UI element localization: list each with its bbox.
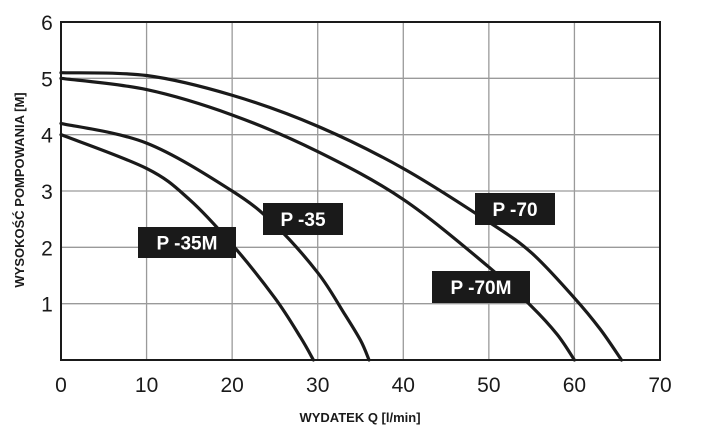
y-tick-label: 4 [41, 125, 53, 148]
curve-label-p70m: P -70M [432, 271, 530, 303]
x-tick-label: 10 [135, 374, 158, 397]
label-box [475, 193, 555, 225]
x-axis-ticks: 0 10 20 30 40 50 60 70 [55, 374, 672, 397]
y-tick-label: 2 [41, 237, 53, 260]
label-text: P -70 [492, 200, 537, 221]
curve-label-p35m: P -35M [138, 227, 236, 258]
x-axis-label: WYDATEK Q [l/min] [299, 410, 420, 425]
x-tick-label: 70 [648, 374, 671, 397]
curve-label-p35: P -35 [263, 203, 343, 235]
curve-p70 [59, 71, 624, 362]
y-tick-label: 5 [41, 68, 53, 91]
x-tick-label: 30 [306, 374, 329, 397]
curve-p35 [59, 121, 371, 362]
x-tick-label: 20 [220, 374, 243, 397]
y-axis-ticks: 1 2 3 4 5 6 [41, 12, 53, 317]
y-tick-label: 1 [41, 294, 53, 317]
label-box [263, 203, 343, 235]
x-tick-label: 50 [477, 374, 500, 397]
label-box [138, 227, 236, 258]
curve-label-p70: P -70 [475, 193, 555, 225]
curve-p70m [59, 76, 577, 362]
x-tick-label: 60 [563, 374, 586, 397]
label-text: P -70M [451, 278, 512, 299]
plot-frame [60, 21, 661, 361]
grid [61, 22, 660, 360]
label-box [432, 271, 530, 303]
y-axis-label: WYSOKOŚĆ POMPOWANIA [M] [12, 92, 27, 287]
label-text: P -35M [157, 234, 218, 255]
x-tick-label: 40 [392, 374, 415, 397]
y-tick-label: 6 [41, 12, 53, 35]
label-text: P -35 [280, 210, 326, 231]
curves [59, 71, 624, 362]
curve-labels: P -70 P -70M P -35 P -35M [138, 193, 555, 303]
y-tick-label: 3 [41, 181, 53, 204]
x-tick-label: 0 [55, 374, 67, 397]
